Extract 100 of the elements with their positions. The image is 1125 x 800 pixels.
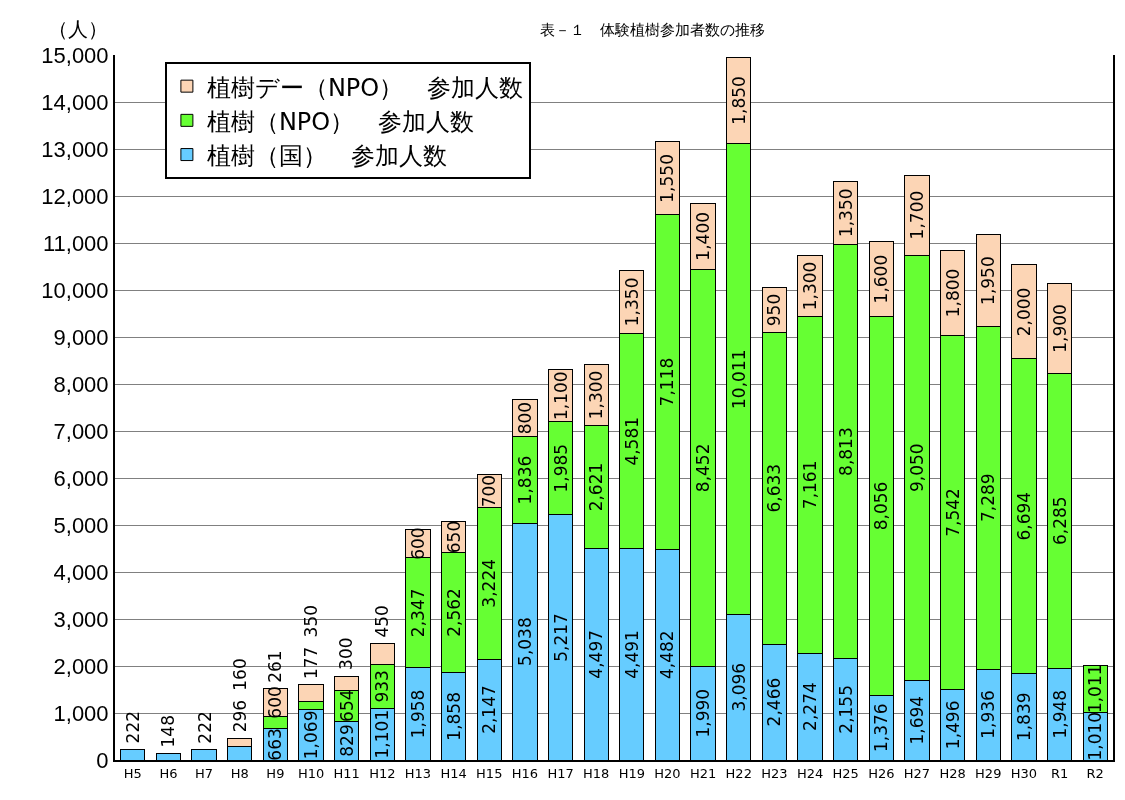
- data-label: 800: [514, 401, 535, 435]
- data-label: 1,839: [1013, 692, 1034, 742]
- data-label: 1,600: [871, 254, 892, 304]
- x-tick-label: R2: [1086, 765, 1104, 781]
- data-label: 3,096: [728, 662, 749, 712]
- data-label: 650: [443, 520, 464, 554]
- data-label: 1,550: [657, 154, 678, 203]
- x-tick-label: H21: [689, 765, 717, 781]
- data-label: 933: [372, 670, 393, 703]
- legend-label: 植樹（NPO） 参加人数: [206, 107, 475, 136]
- x-tick-label: H7: [195, 765, 214, 781]
- y-tick-label: 3,000: [53, 606, 109, 632]
- data-label: 2,621: [586, 462, 607, 512]
- y-tick-label: 8,000: [53, 371, 109, 397]
- data-label: 148: [158, 715, 179, 748]
- data-label: 177: [301, 646, 322, 680]
- data-label: 1,101: [372, 709, 393, 759]
- data-label: 1,700: [906, 190, 927, 240]
- data-label: 1,010: [1085, 711, 1106, 761]
- x-tick-label: H18: [583, 765, 610, 781]
- data-label: 1,011: [1085, 664, 1106, 714]
- data-label: 7,289: [978, 473, 999, 523]
- data-label: 2,562: [443, 588, 464, 637]
- x-tick-label: H8: [230, 765, 249, 781]
- y-tick-label: 10,000: [41, 277, 109, 303]
- x-tick-label: H14: [440, 765, 467, 781]
- data-label: 350: [300, 604, 321, 638]
- data-label: 222: [123, 710, 144, 744]
- x-tick-label: H6: [159, 765, 178, 781]
- data-label: 8,056: [871, 481, 892, 531]
- data-label: 296: [230, 699, 251, 733]
- data-label: 2,274: [800, 682, 821, 731]
- data-label: 1,985: [550, 443, 571, 493]
- data-label: 1,936: [978, 690, 999, 739]
- x-tick-label: H26: [868, 765, 895, 781]
- x-tick-label: H22: [725, 765, 752, 781]
- x-tick-label: H10: [297, 765, 325, 781]
- x-tick-label: H12: [369, 765, 396, 781]
- y-tick-label: 12,000: [41, 183, 109, 209]
- data-label: 4,491: [621, 630, 642, 679]
- data-label: 829: [336, 724, 357, 757]
- data-label: 8,452: [693, 443, 714, 493]
- data-label: 1,836: [514, 455, 535, 505]
- data-label: 5,217: [550, 613, 571, 662]
- x-tick-label: H29: [975, 765, 1002, 781]
- x-tick-label: H17: [547, 765, 574, 781]
- y-tick-label: 13,000: [41, 136, 109, 162]
- data-label: 6,694: [1013, 491, 1034, 541]
- y-tick-label: 4,000: [53, 559, 109, 585]
- y-tick-label: 5,000: [53, 512, 109, 538]
- data-label: 950: [764, 293, 785, 327]
- x-tick-label: H13: [404, 765, 432, 781]
- data-label: 7,118: [657, 357, 678, 407]
- x-tick-label: H19: [618, 765, 645, 781]
- x-tick-label: H28: [939, 765, 966, 781]
- data-label: 9,050: [906, 443, 927, 493]
- y-tick-label: 1,000: [53, 700, 109, 726]
- x-tick-label: H9: [266, 765, 285, 781]
- y-tick-label: 6,000: [53, 465, 109, 491]
- data-label: 1,900: [1049, 304, 1070, 353]
- data-label: 2,000: [1013, 287, 1034, 337]
- data-label: 4,497: [586, 629, 607, 679]
- data-label: 1,858: [443, 692, 464, 741]
- x-tick-label: H25: [832, 765, 859, 781]
- x-tick-label: H30: [1010, 765, 1038, 781]
- data-label: 7,161: [800, 460, 821, 510]
- data-label: 1,948: [1049, 689, 1070, 739]
- data-label: 1,300: [586, 370, 607, 420]
- legend-label: 植樹（国） 参加人数: [206, 141, 447, 170]
- data-label: 8,813: [835, 427, 856, 476]
- data-label: 1,350: [621, 277, 642, 327]
- data-label: 1,400: [693, 211, 714, 261]
- x-tick-label: H24: [796, 765, 824, 781]
- x-tick-label: H16: [511, 765, 539, 781]
- data-label: 1,850: [728, 76, 749, 125]
- data-label: 2,155: [835, 685, 856, 734]
- data-label: 222: [194, 711, 215, 744]
- data-label: 700: [479, 474, 500, 508]
- data-label: 4,581: [621, 416, 642, 466]
- data-label: 5,038: [514, 617, 535, 666]
- data-label: 261: [265, 650, 286, 683]
- x-tick-label: H5: [123, 765, 142, 781]
- data-label: 1,496: [942, 700, 963, 750]
- x-tick-label: R1: [1050, 765, 1069, 781]
- data-label: 1,950: [978, 256, 999, 305]
- data-label: 1,300: [800, 261, 821, 311]
- y-tick-label: 7,000: [53, 418, 109, 444]
- data-label: 1,376: [871, 703, 892, 752]
- x-tick-label: H11: [333, 765, 360, 781]
- data-label: 1,800: [942, 268, 963, 318]
- y-tick-label: 2,000: [53, 653, 109, 679]
- data-label: 1,958: [407, 689, 428, 739]
- data-label: 654: [336, 689, 357, 722]
- data-label: 1,990: [693, 688, 714, 738]
- data-label: 2,466: [764, 677, 785, 727]
- data-label: 1,694: [906, 695, 927, 745]
- data-label: 6,285: [1049, 496, 1070, 546]
- y-tick-label: 11,000: [42, 230, 109, 256]
- x-tick-label: H20: [654, 765, 681, 781]
- data-label: 6,633: [764, 463, 785, 513]
